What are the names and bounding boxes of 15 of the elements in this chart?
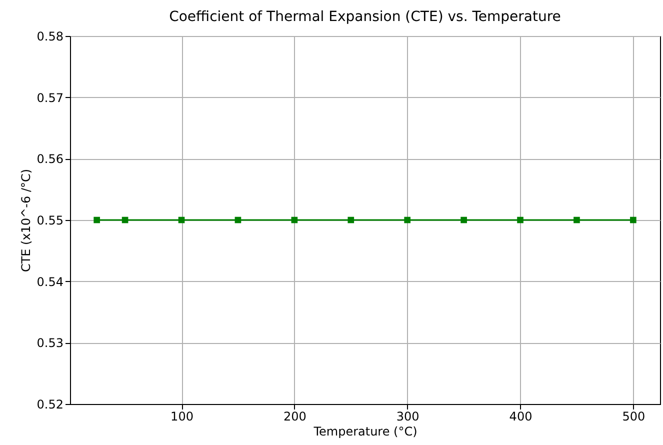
y-tick-label: 0.57	[36, 90, 64, 105]
y-tick-label: 0.52	[36, 398, 64, 412]
y-tick-label: 0.54	[36, 274, 64, 289]
y-tick-label: 0.58	[36, 30, 64, 44]
x-tick-label: 300	[396, 410, 420, 424]
y-tick-label: 0.53	[36, 336, 64, 350]
x-tick-label: 100	[170, 410, 194, 424]
chart-title: Coefficient of Thermal Expansion (CTE) vs. Temperature	[169, 9, 561, 25]
x-axis-title: Temperature (°C)	[312, 424, 418, 438]
x-tick-label: 200	[283, 410, 306, 424]
y-tick-label: 0.56	[36, 152, 64, 166]
x-tick-label: 400	[509, 410, 532, 424]
y-axis-title: CTE (x10^-6 /°C)	[18, 168, 33, 272]
x-tick-label: 500	[622, 410, 646, 424]
y-tick-label: 0.55	[36, 214, 64, 228]
